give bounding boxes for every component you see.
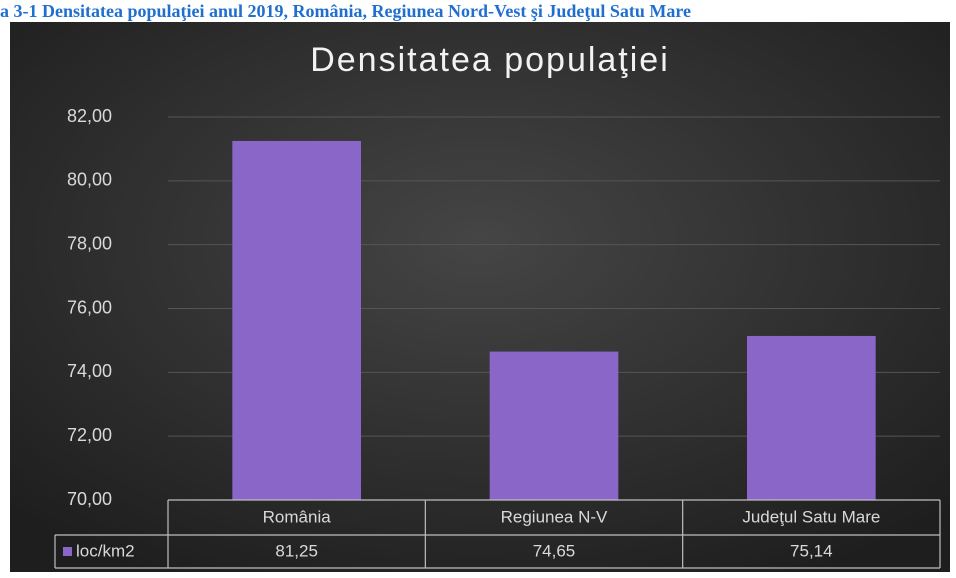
chart-title: Densitatea populaţiei — [310, 41, 670, 79]
y-tick-label: 82,00 — [67, 106, 112, 126]
caption: ra 3-1 Densitatea populaţiei anul 2019, … — [0, 1, 692, 21]
x-tick-label: Judeţul Satu Mare — [742, 507, 880, 526]
y-tick-label: 78,00 — [67, 233, 112, 253]
y-tick-label: 76,00 — [67, 297, 112, 317]
bar — [747, 335, 876, 500]
bar — [232, 140, 361, 500]
table-value: 74,65 — [533, 541, 576, 560]
legend-marker — [63, 547, 72, 556]
y-tick-label: 70,00 — [67, 489, 112, 509]
y-tick-label: 72,00 — [67, 425, 112, 445]
x-tick-label: Regiunea N-V — [501, 507, 608, 526]
x-tick-label: România — [263, 507, 332, 526]
table-value: 81,25 — [275, 541, 318, 560]
table-value: 75,14 — [790, 541, 833, 560]
legend-label: loc/km2 — [76, 541, 135, 560]
y-tick-label: 80,00 — [67, 170, 112, 190]
bar — [489, 351, 619, 500]
y-tick-label: 74,00 — [67, 361, 112, 381]
